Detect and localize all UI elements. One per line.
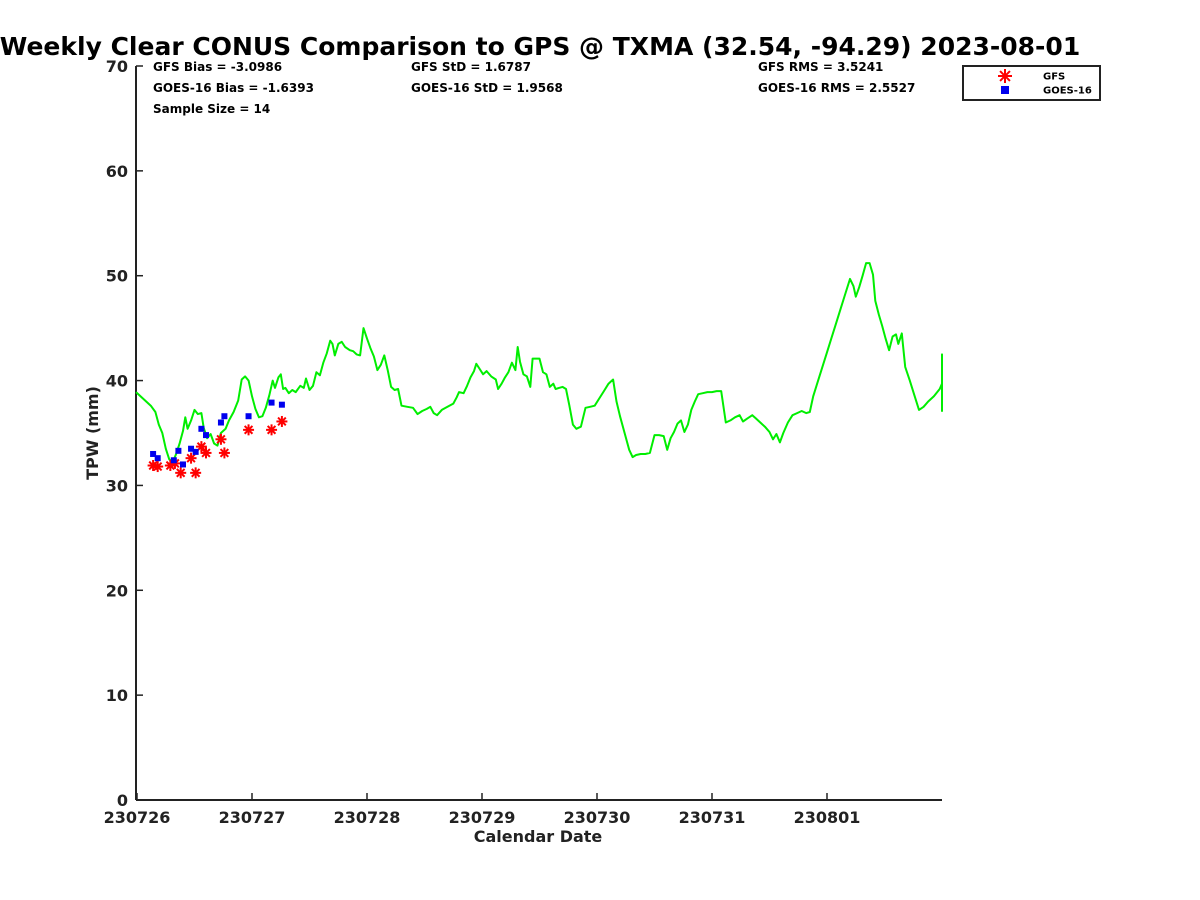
goes-16-point <box>268 399 275 406</box>
goes-rms-text: GOES-16 RMS = 2.5527 <box>758 81 915 95</box>
sample-size-text: Sample Size = 14 <box>153 102 270 116</box>
goes-16-point <box>245 413 252 420</box>
goes-16-point <box>221 413 228 420</box>
y-tick-label: 60 <box>106 162 128 181</box>
y-tick-label: 50 <box>106 267 128 286</box>
goes-16-point <box>192 448 199 455</box>
gfs-point <box>215 433 227 445</box>
gfs-point <box>185 452 197 464</box>
goes-16-point <box>150 450 157 457</box>
gfs-std-text: GFS StD = 1.6787 <box>411 60 531 74</box>
gfs-point <box>200 447 212 459</box>
goes-16-point <box>170 457 177 464</box>
goes-16-point <box>175 447 182 454</box>
x-tick-label: 230801 <box>794 808 861 827</box>
gps-tpw-line <box>135 262 943 464</box>
y-tick-label: 70 <box>106 57 128 76</box>
x-tick-label: 230726 <box>104 808 171 827</box>
goes-16-point <box>180 461 186 468</box>
legend-gfs-marker <box>998 69 1012 83</box>
goes-16-point <box>278 401 285 408</box>
gfs-point <box>218 447 230 459</box>
x-tick-label: 230728 <box>334 808 401 827</box>
gfs-point <box>195 441 207 453</box>
legend-label: GOES-16 <box>1043 86 1092 97</box>
gfs-point <box>190 467 202 479</box>
axes <box>135 66 942 801</box>
x-tick-label: 230729 <box>449 808 516 827</box>
gfs-point <box>266 424 278 436</box>
gfs-point <box>152 461 164 473</box>
series-layer <box>135 262 943 479</box>
gfs-point <box>276 415 288 427</box>
gfs-point <box>243 424 255 436</box>
y-ticks: 0 10 20 30 40 50 60 70 <box>106 57 143 810</box>
x-tick-label: 230730 <box>564 808 631 827</box>
legend-label: GFS <box>1043 72 1065 83</box>
goes-16-point <box>217 419 224 426</box>
y-tick-label: 10 <box>106 686 128 705</box>
y-tick-label: 20 <box>106 581 128 600</box>
gfs-rms-text: GFS RMS = 3.5241 <box>758 60 883 74</box>
x-tick-label: 230727 <box>219 808 286 827</box>
gfs-bias-text: GFS Bias = -3.0986 <box>153 60 282 74</box>
goes-16-point <box>188 445 195 452</box>
chart-title: Weekly Clear CONUS Comparison to GPS @ T… <box>0 32 1080 61</box>
goes-16-point <box>154 455 161 462</box>
legend-goes-16-marker <box>1001 86 1009 94</box>
y-tick-label: 40 <box>106 372 128 391</box>
x-ticks: 230726 230727 230728 230729 230730 230731 2308… <box>104 793 861 827</box>
goes-16-point <box>203 432 209 439</box>
stats-block: GFS Bias = -3.0986 GOES-16 Bias = -1.639… <box>153 60 915 116</box>
goes-bias-text: GOES-16 Bias = -1.6393 <box>153 81 314 95</box>
goes-std-text: GOES-16 StD = 1.9568 <box>411 81 563 95</box>
legend-box <box>962 65 1101 101</box>
legend-items: GFS GOES-16 <box>998 69 1092 97</box>
legend: GFS GOES-16 <box>962 65 1101 101</box>
goes-16-point <box>198 425 205 432</box>
x-tick-label: 230731 <box>679 808 746 827</box>
gfs-point <box>175 467 187 479</box>
y-axis-label: TPW (mm) <box>83 386 102 480</box>
y-tick-label: 30 <box>106 476 128 495</box>
x-axis-label: Calendar Date <box>474 827 603 846</box>
y-tick-label: 0 <box>117 791 128 810</box>
